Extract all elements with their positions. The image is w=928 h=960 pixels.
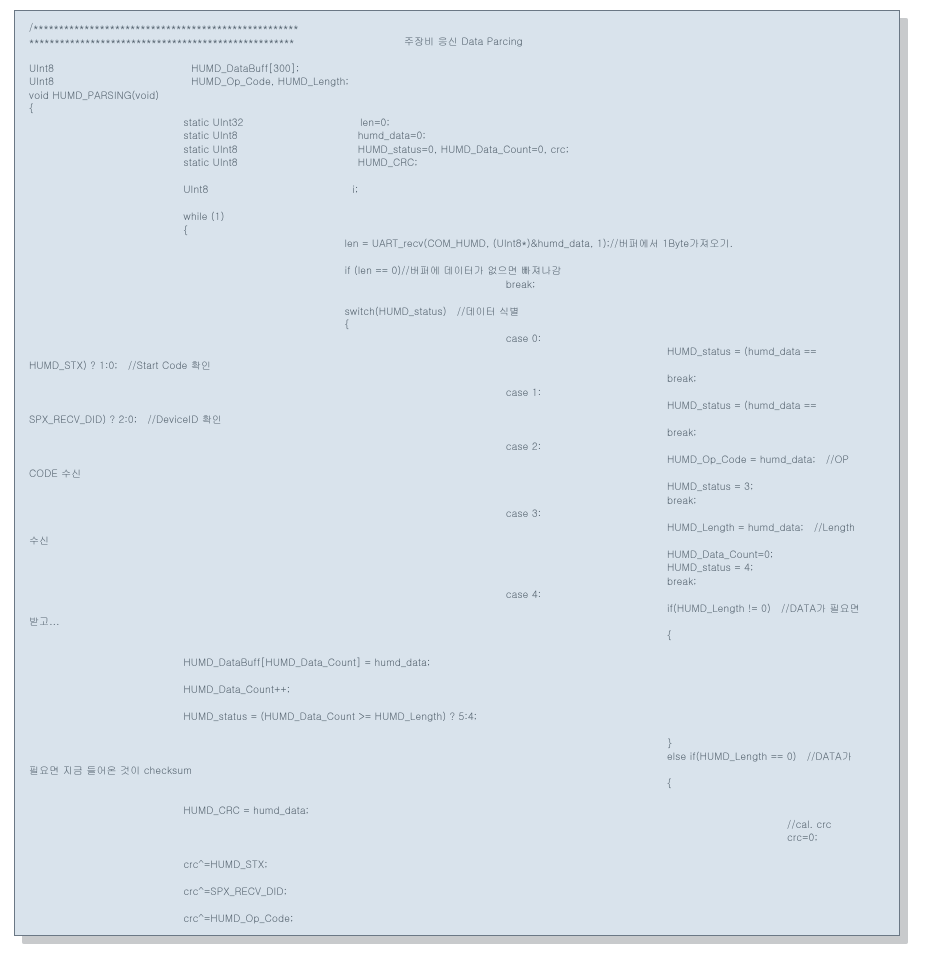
code-block: /***************************************…	[29, 21, 885, 926]
page-root: /***************************************…	[0, 0, 928, 960]
code-panel: /***************************************…	[14, 10, 900, 936]
